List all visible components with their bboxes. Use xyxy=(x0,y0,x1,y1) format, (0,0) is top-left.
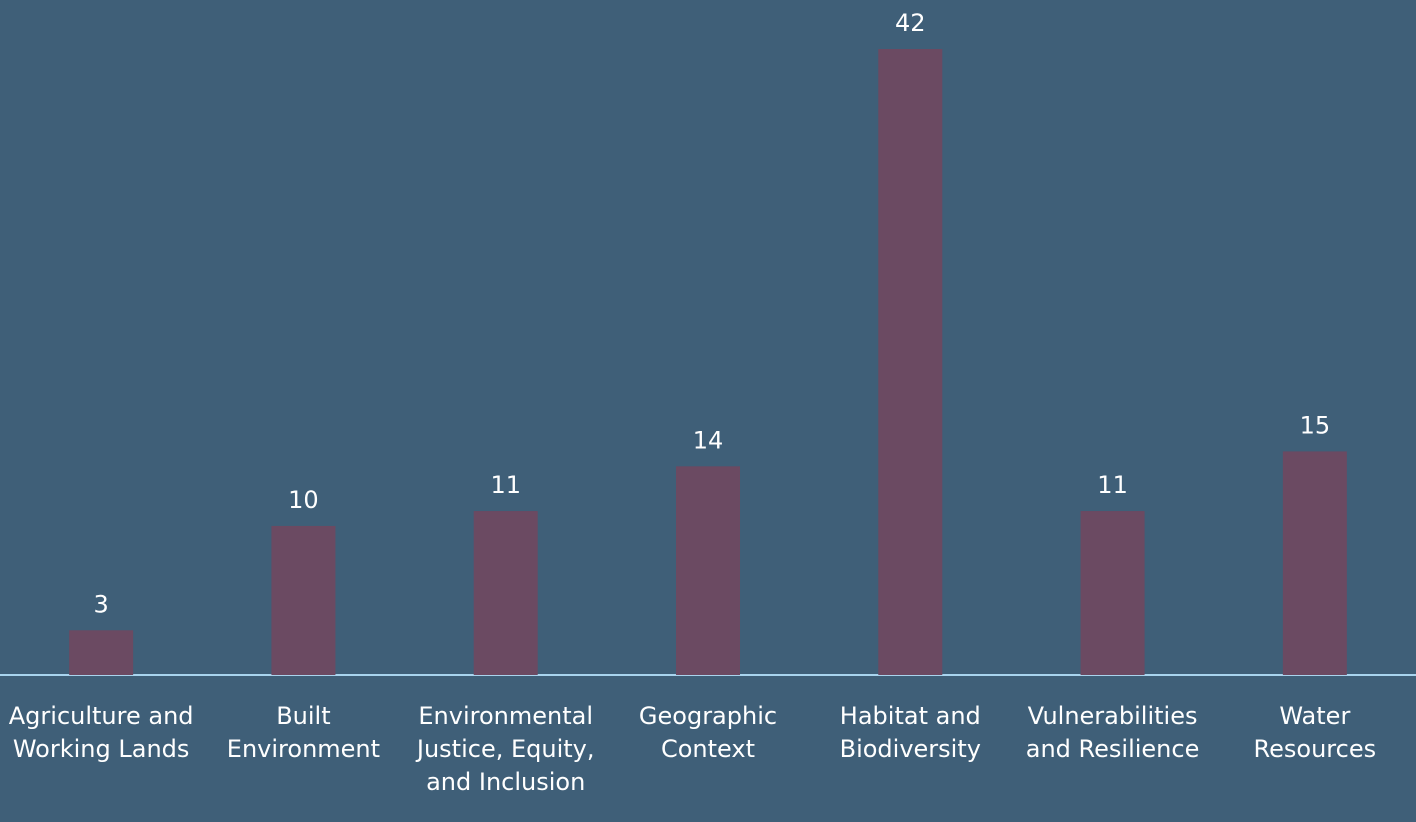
x-tick-label: Vulnerabilities and Resilience xyxy=(1025,702,1200,763)
bar xyxy=(676,466,740,675)
data-label: 10 xyxy=(288,486,319,514)
data-label: 15 xyxy=(1300,411,1331,439)
data-label: 14 xyxy=(693,426,724,454)
x-tick-label: Agriculture and Working Lands xyxy=(8,702,194,763)
bar xyxy=(1080,511,1145,675)
data-label: 42 xyxy=(895,9,926,37)
x-tick-label: Built Environment xyxy=(226,702,381,763)
x-tick-label: Habitat and Biodiversity xyxy=(839,702,981,763)
data-label: 11 xyxy=(1097,471,1128,499)
bar xyxy=(1282,451,1347,675)
data-label: 11 xyxy=(490,471,521,499)
bar xyxy=(473,511,538,675)
x-tick-label: Water Resources xyxy=(1253,702,1377,763)
data-label: 3 xyxy=(94,590,109,618)
bar xyxy=(878,49,943,675)
x-tick-label: Geographic Context xyxy=(638,702,778,763)
bar xyxy=(69,630,134,675)
bar xyxy=(271,525,336,675)
x-tick-label: Environmental Justice, Equity, and Inclu… xyxy=(416,702,595,796)
